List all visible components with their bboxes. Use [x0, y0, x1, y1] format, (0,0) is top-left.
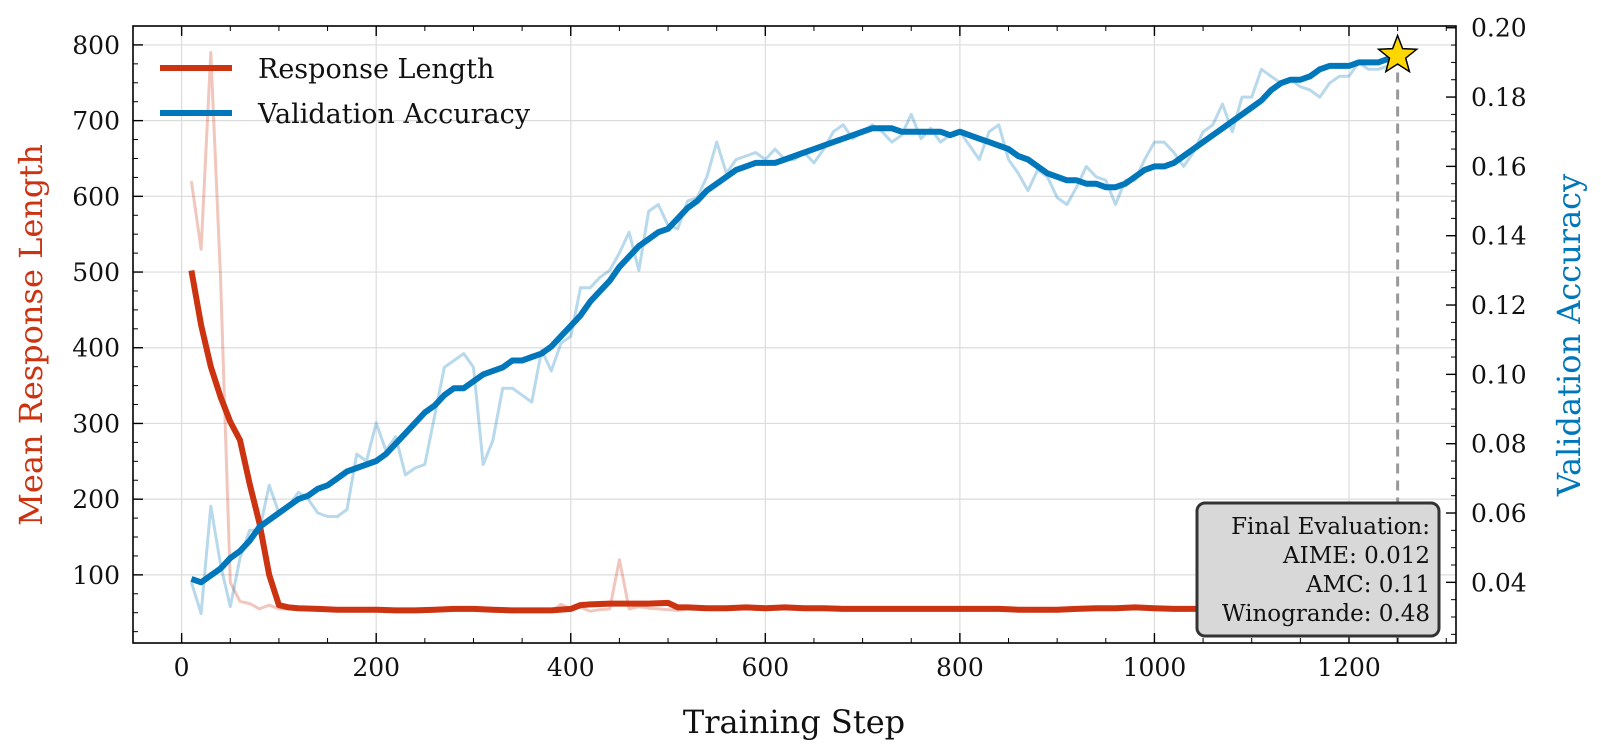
- x-tick-label: 0: [174, 653, 190, 682]
- x-tick-label: 600: [741, 653, 789, 682]
- tick-labels: 0 200 400 600 800 1000 1200 100 200 300 400 500 600 7…: [72, 14, 1526, 682]
- y-left-tick-label: 600: [72, 182, 120, 211]
- y-right-tick-label: 0.04: [1471, 568, 1527, 597]
- validation-accuracy-smoothed-line: [190, 52, 1399, 586]
- x-tick-label: 1000: [1123, 653, 1187, 682]
- ticks: [133, 25, 1456, 643]
- annotation-box: [1195, 501, 1441, 638]
- y-axis-title-left: Mean Response Length: [12, 144, 50, 526]
- legend: Response Length Validation Accuracy: [160, 54, 531, 130]
- x-tick-label: 400: [547, 653, 595, 682]
- y-left-tick-label: 400: [72, 334, 120, 363]
- final-star-icon: [1376, 33, 1419, 74]
- y-left-tick-label: 700: [72, 107, 120, 136]
- legend-label-response-length: Response Length: [258, 54, 494, 85]
- annotation-line: Winogrande: 0.48: [1222, 601, 1430, 627]
- y-left-tick-label: 500: [72, 258, 120, 287]
- annotation-line: Final Evaluation:: [1231, 514, 1430, 540]
- annotation-line: AIME: 0.012: [1282, 543, 1430, 569]
- y-right-tick-label: 0.18: [1471, 83, 1527, 112]
- legend-label-validation-accuracy: Validation Accuracy: [257, 99, 531, 130]
- y-left-tick-label: 100: [72, 561, 120, 590]
- y-right-tick-label: 0.16: [1471, 152, 1527, 181]
- y-right-tick-label: 0.14: [1471, 222, 1527, 251]
- y-right-tick-label: 0.20: [1471, 14, 1527, 43]
- x-tick-label: 1200: [1317, 653, 1381, 682]
- annotation-line: AMC: 0.11: [1305, 572, 1430, 598]
- smoothed-series-layer: [188, 52, 1399, 614]
- y-right-tick-label: 0.06: [1471, 499, 1527, 528]
- response-length-smoothed-line: [188, 269, 1388, 614]
- x-tick-label: 200: [352, 653, 400, 682]
- y-left-tick-label: 300: [72, 409, 120, 438]
- y-right-tick-label: 0.10: [1471, 360, 1527, 389]
- x-axis-title: Training Step: [683, 703, 905, 741]
- y-left-tick-label: 200: [72, 485, 120, 514]
- plot-frame: [132, 25, 1457, 644]
- y-axis-title-right: Validation Accuracy: [1550, 174, 1588, 497]
- y-right-tick-label: 0.12: [1471, 291, 1527, 320]
- x-tick-label: 800: [936, 653, 984, 682]
- final-evaluation-box: Final Evaluation: AIME: 0.012 AMC: 0.11 …: [1195, 501, 1441, 638]
- y-right-tick-label: 0.08: [1471, 430, 1527, 459]
- y-left-tick-label: 800: [72, 31, 120, 60]
- final-marker-layer: [1376, 33, 1419, 643]
